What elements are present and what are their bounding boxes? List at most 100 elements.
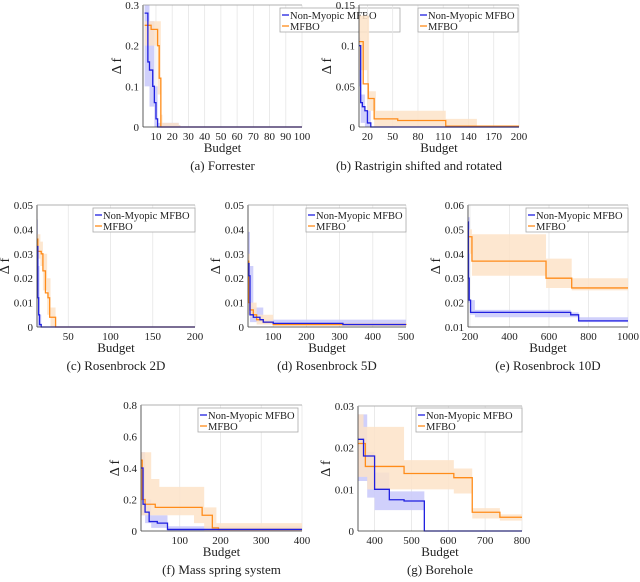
line-non-myopic <box>37 245 195 328</box>
y-tick-label: 0.01 <box>14 298 33 310</box>
caption: (c) Rosenbrock 2D <box>67 358 166 373</box>
x-tick-label: 70 <box>248 131 260 143</box>
x-tick-label: 170 <box>485 131 502 143</box>
y-axis-label: Δ f <box>0 257 13 274</box>
y-axis-label: Δ f <box>110 57 125 74</box>
y-tick-label: 0.1 <box>341 41 355 53</box>
y-tick-label: 0.03 <box>445 273 465 285</box>
line-non-myopic <box>141 467 302 531</box>
y-tick-label: 0 <box>134 122 140 134</box>
line-mfbo <box>359 40 519 127</box>
chart-g: 400 500 600 700 800 0 0.01 0.02 0.03 Budget Δ f (g)… <box>319 401 531 577</box>
caption: (f) Mass spring system <box>162 562 281 577</box>
caption: (d) Rosenbrock 5D <box>277 358 377 373</box>
legend-label: Non-Myopic MFBO <box>103 211 190 222</box>
y-tick-label: 0.03 <box>225 249 245 261</box>
x-tick-label: 60 <box>232 131 244 143</box>
x-tick-label: 100 <box>102 331 119 343</box>
x-axis-label: Budget <box>203 544 241 559</box>
band-mfbo <box>468 229 628 291</box>
legend-label: Non-Myopic MFBO <box>316 211 403 222</box>
x-axis-label: Budget <box>97 340 135 355</box>
legend <box>92 207 196 233</box>
x-tick-label: 20 <box>167 131 179 143</box>
x-axis-label: Budget <box>420 140 458 155</box>
x-tick-label: 800 <box>514 535 531 547</box>
y-tick-label: 0.02 <box>225 273 244 285</box>
x-tick-label: 40 <box>199 131 211 143</box>
y-tick-label: 0.05 <box>225 200 245 212</box>
band-non-myopic <box>358 414 522 531</box>
band-non-myopic <box>248 231 406 325</box>
x-tick-label: 500 <box>403 535 420 547</box>
caption: (e) Rosenbrock 10D <box>495 358 600 373</box>
legend-label: MFBO <box>536 222 566 233</box>
x-tick-label: 200 <box>187 331 204 343</box>
y-tick-label: 0.3 <box>125 0 139 12</box>
y-tick-label: 0.01 <box>335 484 354 496</box>
legend-label: Non-Myopic MFBO <box>428 11 515 22</box>
y-tick-label: 0.04 <box>225 224 245 236</box>
legend-label: Non-Myopic MFBO <box>426 411 513 422</box>
legend <box>525 207 629 233</box>
x-tick-label: 200 <box>212 535 229 547</box>
x-tick-label: 700 <box>477 535 494 547</box>
x-tick-label: 50 <box>215 131 227 143</box>
y-tick-label: 0.2 <box>125 41 139 53</box>
legend <box>305 207 407 233</box>
band-mfbo <box>141 452 302 531</box>
y-axis-label: Δ f <box>320 57 335 74</box>
x-tick-label: 400 <box>366 535 383 547</box>
x-tick-label: 600 <box>541 331 558 343</box>
x-axis-label: Budget <box>421 544 459 559</box>
line-mfbo <box>358 442 522 518</box>
x-tick-label: 50 <box>63 331 75 343</box>
y-axis-label: Δ f <box>209 257 224 274</box>
y-tick-label: 0.15 <box>336 0 356 12</box>
x-tick-label: 80 <box>412 131 424 143</box>
y-axis-label: Δ f <box>429 257 444 274</box>
caption: (g) Borehole <box>407 562 473 577</box>
x-tick-label: 200 <box>511 131 528 143</box>
y-axis-label: Δ f <box>319 460 334 477</box>
x-tick-label: 100 <box>294 131 311 143</box>
y-tick-label: 0.05 <box>336 81 356 93</box>
y-tick-label: 0 <box>239 322 245 334</box>
y-tick-label: 0.03 <box>335 401 355 413</box>
x-tick-label: 140 <box>460 131 477 143</box>
y-tick-label: 0 <box>349 526 355 538</box>
line-mfbo <box>37 238 195 328</box>
legend-label: MFBO <box>428 22 458 33</box>
x-tick-label: 90 <box>280 131 292 143</box>
y-tick-label: 0.05 <box>14 200 34 212</box>
y-axis-label: Δ f <box>108 459 123 476</box>
legend <box>417 7 519 33</box>
chart-a: 10 20 30 40 50 60 70 80 90 100 0 0.1 0.2 0.3 Budget Δ f… <box>110 0 401 173</box>
x-tick-label: 150 <box>145 331 162 343</box>
y-tick-label: 0.02 <box>445 298 464 310</box>
x-tick-label: 400 <box>294 535 311 547</box>
legend-label: MFBO <box>208 422 238 433</box>
y-tick-label: 0 <box>350 122 356 134</box>
y-tick-label: 0.06 <box>445 200 465 212</box>
x-tick-label: 500 <box>398 331 415 343</box>
x-tick-label: 300 <box>331 331 348 343</box>
y-tick-label: 0.4 <box>123 463 137 475</box>
legend <box>279 7 401 33</box>
y-tick-label: 0.2 <box>123 495 137 507</box>
chart-b: 20 50 80 110 140 170 200 0 0.05 0.1 0.15 Budget Δ f (… <box>320 0 528 173</box>
x-tick-label: 50 <box>387 131 399 143</box>
line-non-myopic <box>144 12 302 128</box>
x-tick-label: 400 <box>365 331 382 343</box>
x-tick-label: 1000 <box>617 331 640 343</box>
y-tick-label: 0.02 <box>335 443 354 455</box>
x-axis-label: Budget <box>529 340 567 355</box>
legend-label: MFBO <box>426 422 456 433</box>
line-non-myopic <box>248 262 406 326</box>
band-mfbo <box>37 234 56 327</box>
y-tick-label: 0.04 <box>14 224 34 236</box>
x-tick-label: 110 <box>435 131 452 143</box>
caption: (a) Forrester <box>190 158 255 173</box>
